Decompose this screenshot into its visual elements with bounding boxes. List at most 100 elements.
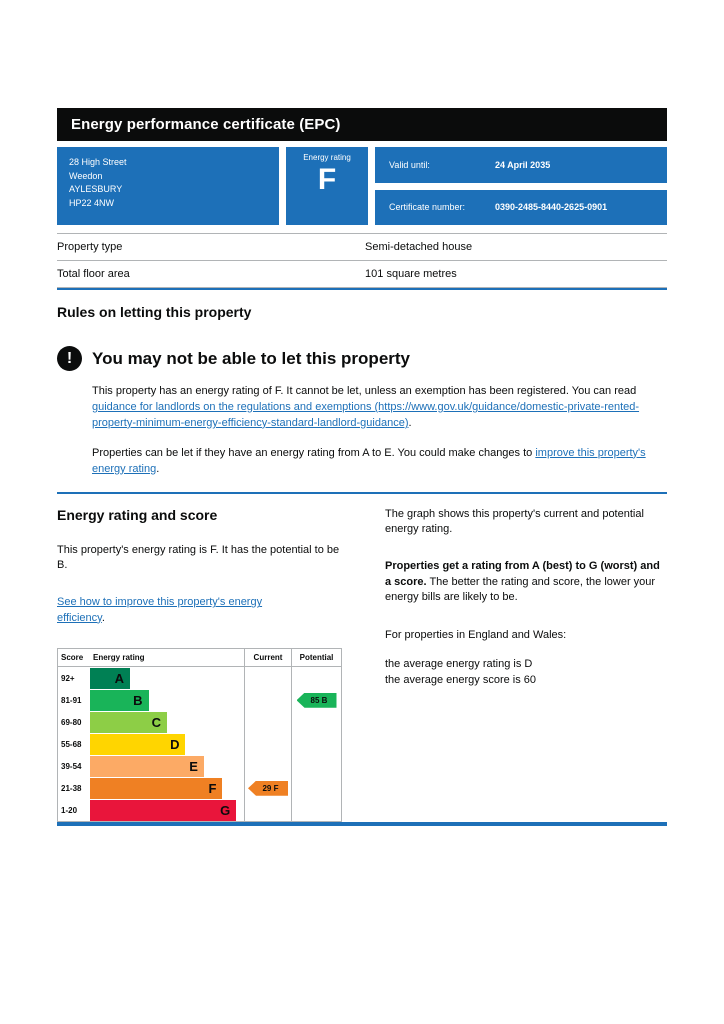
energy-rating-section: Energy rating and score This property's … [57,507,667,823]
energy-rating-value: F [317,163,337,196]
potential-column-cell [291,799,341,822]
certificate-meta: Valid until: 24 April 2035 Certificate n… [375,147,667,225]
band-score: 39-54 [61,761,82,771]
band-cell: A [90,667,244,689]
section-divider [57,491,667,494]
current-column-cell [244,755,291,778]
energy-rating-box: Energy rating F [286,147,368,225]
current-column-cell [244,711,291,734]
chart-band-row-b: 81-91 B 85 B [58,689,341,712]
band-cell: G [90,799,244,821]
property-detail-label: Total floor area [57,268,130,280]
band-score: 69-80 [61,717,82,727]
rating-scale-rest: The better the rating and score, the low… [385,575,656,604]
band-cell: E [90,755,244,777]
certificate-number-row: Certificate number: 0390-2485-8440-2625-… [375,189,667,225]
chart-rows: 92+ A 81-91 B 85 B 69-80 C 55-68 D 39-54 E 21-38 F 29… [58,667,341,822]
band-cell: F [90,777,244,799]
chart-header-row: Score Energy rating Current Potential [58,649,341,668]
address-line: Weedon [69,170,103,181]
band-bar-a: A [90,667,131,689]
summary-panel: 28 High Street Weedon AYLESBURY HP22 4NW… [57,147,667,225]
chart-band-row-a: 92+ A [58,667,341,690]
property-detail-value: Semi-detached house [365,241,473,253]
chart-header-current: Current [244,649,291,667]
average-rating-line: the average energy rating is D [385,658,533,671]
band-bar-d: D [90,733,186,755]
band-bar-f: F [90,777,223,799]
current-column-cell [244,667,291,690]
band-cell: C [90,711,244,733]
certificate-title: Energy performance certificate (EPC) [71,116,341,133]
rating-scale-bold: Properties get a rating from A (best) to… [385,560,660,588]
landlord-guidance-link[interactable]: guidance for landlords on the regulation… [92,400,640,429]
valid-until-value: 24 April 2035 [495,159,551,170]
current-column-cell [244,733,291,756]
rules-paragraph-1-text: This property has an energy rating of F.… [92,385,637,397]
chart-header-potential: Potential [291,649,341,667]
address-line: 28 High Street [69,157,127,167]
potential-column-cell: 85 B [291,689,341,712]
potential-column-cell [291,755,341,778]
energy-rating-label: Energy rating [303,153,351,162]
certificate-header: Energy performance certificate (EPC) [57,108,667,141]
address-line: HP22 4NW [69,197,115,208]
chart-band-row-d: 55-68 D [58,733,341,756]
warning-icon: ! [57,346,82,371]
chart-header-score: Score [61,653,84,663]
property-detail-value: 101 square metres [365,268,457,280]
rules-paragraph-1-end: . [408,416,412,429]
property-address: 28 High Street Weedon AYLESBURY HP22 4NW [57,147,279,225]
band-bar-g: G [90,799,237,821]
rating-right-column: The graph shows this property's current … [385,507,667,823]
improve-paragraph-end: . [101,611,105,624]
rules-heading: Rules on letting this property [57,304,252,320]
property-detail-row: Total floor area 101 square metres [57,260,667,288]
band-bar-b: B [90,689,149,711]
band-score: 1-20 [61,805,78,815]
rating-scale-explainer: Properties get a rating from A (best) to… [385,559,667,605]
rules-paragraph-2: Properties can be let if they have an en… [92,446,659,478]
chart-band-row-g: 1-20 G [58,799,341,822]
chart-band-row-c: 69-80 C [58,711,341,734]
potential-column-cell [291,711,341,734]
chart-band-row-e: 39-54 E [58,755,341,778]
certificate-number-value: 0390-2485-8440-2625-0901 [495,202,608,213]
certificate-number-label: Certificate number: [389,202,466,213]
band-score: 55-68 [61,739,82,749]
rating-left-column: Energy rating and score This property's … [57,507,362,823]
band-bar-e: E [90,755,204,777]
rating-heading: Energy rating and score [57,506,218,523]
property-detail-label: Property type [57,241,123,253]
bottom-divider [57,824,667,827]
current-column-cell [244,799,291,822]
valid-until-row: Valid until: 24 April 2035 [375,147,667,183]
average-score-line: the average energy score is 60 [385,674,537,687]
graph-explainer: The graph shows this property's current … [385,507,644,536]
potential-column-cell [291,777,341,800]
chart-header-energy-rating: Energy rating [93,653,145,663]
rating-description: This property's energy rating is F. It h… [57,543,340,572]
address-line: AYLESBURY [69,184,123,194]
improve-efficiency-link[interactable]: See how to improve this property's energ… [57,596,263,624]
current-column-cell: 29 F [244,777,291,800]
improve-paragraph: See how to improve this property's energ… [57,595,307,626]
rules-paragraph-1: This property has an energy rating of F.… [92,384,659,432]
property-detail-row: Property type Semi-detached house [57,233,667,260]
section-divider [57,822,667,825]
potential-rating-marker: 85 B [296,692,337,708]
current-rating-marker: 29 F [248,780,288,796]
current-column-cell [244,689,291,712]
section-divider [57,288,667,290]
rules-body: This property has an energy rating of F.… [92,384,659,478]
improve-rating-link[interactable]: improve this property's energy rating [92,446,646,475]
band-score: 21-38 [61,783,82,793]
energy-rating-chart: Score Energy rating Current Potential 92… [57,648,342,823]
warning-heading: You may not be able to let this property [92,348,411,368]
warning-banner: ! You may not be able to let this proper… [57,346,667,371]
band-cell: B [90,689,244,711]
band-score: 92+ [61,673,75,683]
rules-paragraph-2-end: . [156,462,160,475]
potential-column-cell [291,667,341,690]
